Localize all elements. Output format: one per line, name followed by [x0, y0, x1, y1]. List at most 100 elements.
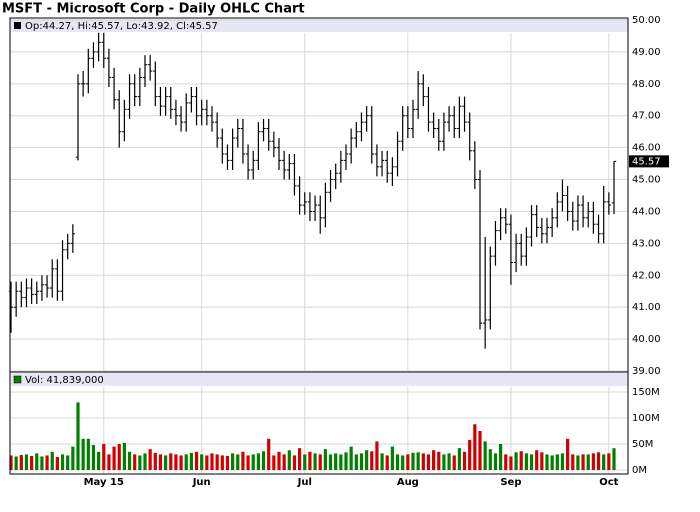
volume-bar	[158, 454, 163, 470]
volume-bar	[35, 453, 39, 470]
volume-bar	[117, 444, 121, 470]
volume-bar	[560, 453, 565, 470]
price-legend-band	[11, 19, 628, 32]
volume-bar	[45, 455, 49, 470]
volume-bar	[50, 451, 54, 470]
volume-bar	[416, 452, 420, 470]
volume-bar	[540, 452, 544, 470]
volume-bar	[524, 453, 528, 470]
volume-bar	[380, 453, 384, 470]
volume-bar	[452, 455, 456, 470]
volume-bar	[519, 451, 523, 470]
volume-bar	[272, 455, 276, 470]
volume-bar	[298, 448, 302, 470]
volume-bar	[437, 451, 441, 470]
volume-bar	[97, 451, 101, 470]
volume-bar	[457, 448, 461, 470]
volume-bar	[215, 454, 219, 470]
volume-bar	[138, 455, 142, 470]
volume-bar	[596, 452, 601, 470]
volume-bar	[184, 454, 188, 470]
volume-bar	[385, 455, 389, 470]
y-tick-label: 44.00	[632, 206, 661, 217]
volume-bar	[550, 455, 554, 470]
volume-bar	[225, 455, 230, 470]
volume-bar	[426, 454, 431, 470]
y2-tick-label: 0M	[632, 465, 647, 476]
volume-bar	[607, 453, 611, 470]
y-tick-label: 50.00	[632, 15, 661, 26]
last-price-label: 45.57	[632, 156, 661, 167]
volume-bar	[365, 450, 369, 470]
volume-bar	[535, 450, 539, 470]
volume-bar	[411, 452, 415, 470]
volume-bar	[277, 451, 281, 470]
volume-bar	[493, 453, 498, 470]
y-tick-label: 49.00	[632, 47, 661, 58]
volume-bar	[323, 449, 327, 470]
volume-legend-band	[11, 373, 628, 386]
volume-bar	[66, 455, 70, 470]
volume-bar	[122, 442, 126, 470]
volume-bar	[514, 452, 518, 470]
volume-bar	[133, 454, 137, 470]
x-tick-label: Jul	[297, 477, 312, 488]
last-price-box	[629, 155, 669, 168]
volume-bar	[591, 453, 595, 470]
volume-bar	[395, 454, 400, 470]
volume-bar	[401, 455, 405, 470]
volume-bar	[169, 453, 173, 470]
volume-bar	[86, 438, 90, 470]
volume-bar	[24, 454, 29, 470]
y2-tick-label: 100M	[632, 413, 660, 424]
volume-bar	[127, 451, 132, 470]
y-tick-label: 39.00	[632, 366, 661, 377]
volume-bar	[529, 454, 534, 470]
volume-bar	[545, 454, 549, 470]
volume-bar	[318, 454, 322, 470]
volume-bar	[421, 453, 425, 470]
volume-bar	[292, 455, 297, 470]
volume-bar	[483, 441, 487, 470]
volume-bar	[220, 455, 224, 470]
volume-bar	[174, 454, 178, 470]
price-legend-icon	[14, 22, 21, 29]
volume-bar	[328, 454, 333, 470]
volume-bar	[499, 444, 503, 470]
volume-bar	[143, 453, 147, 470]
volume-bar	[148, 449, 152, 470]
y-tick-label: 42.00	[632, 270, 661, 281]
y-tick-label: 40.00	[632, 334, 661, 345]
volume-bar	[261, 451, 266, 470]
volume-bar	[60, 454, 65, 470]
volume-bar	[571, 454, 575, 470]
volume-bar	[488, 449, 492, 470]
price-legend: Op:44.27, Hi:45.57, Lo:43.92, Cl:45.57	[25, 21, 218, 32]
y-tick-label: 45.00	[632, 175, 661, 186]
volume-bar	[349, 446, 353, 470]
volume-bar	[14, 456, 18, 470]
volume-bar	[468, 439, 472, 470]
volume-bar	[375, 441, 379, 470]
volume-bar	[251, 454, 255, 470]
x-tick-label: Jun	[192, 477, 211, 488]
volume-bar	[504, 454, 508, 470]
volume-bar	[267, 438, 271, 470]
volume-bar	[205, 455, 209, 470]
volume-bar	[19, 454, 23, 470]
volume-bar	[153, 452, 157, 470]
chart-title: MSFT - Microsoft Corp - Daily OHLC Chart	[2, 2, 305, 17]
price-panel-border	[9, 17, 629, 373]
volume-bar	[164, 455, 168, 470]
volume-bar	[334, 453, 338, 470]
volume-bar	[81, 438, 85, 470]
volume-bar	[30, 455, 34, 470]
volume-bar	[370, 451, 374, 470]
volume-bar	[566, 438, 570, 470]
volume-bar	[447, 453, 451, 470]
volume-bar	[179, 455, 183, 470]
volume-bar	[40, 456, 44, 470]
volume-bar	[390, 446, 394, 470]
volume-bar	[55, 457, 59, 470]
